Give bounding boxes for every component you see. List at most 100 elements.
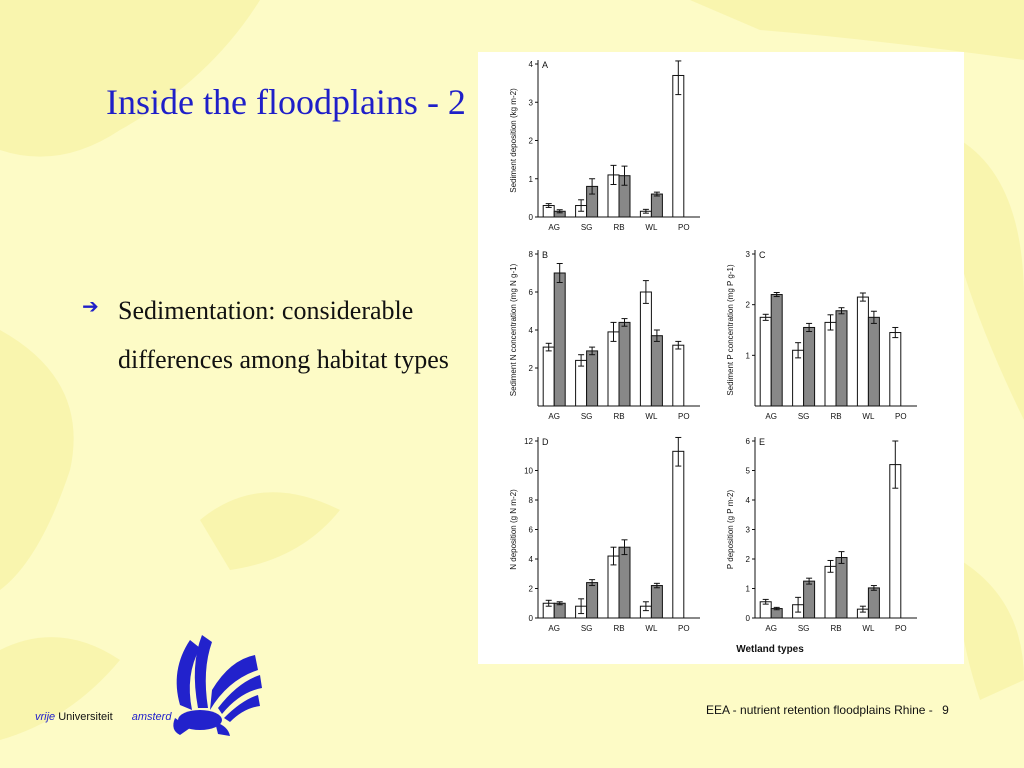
y-tick-label: 6 <box>529 288 534 297</box>
y-tick-label: 2 <box>746 301 751 310</box>
bar <box>586 350 599 407</box>
logo-universiteit: Universiteit <box>58 711 113 723</box>
y-tick-label: 3 <box>746 526 751 535</box>
y-tick-label: 6 <box>529 526 534 535</box>
x-tick-label: RB <box>613 624 624 633</box>
y-tick-label: 0 <box>529 614 534 623</box>
x-tick-label: PO <box>678 624 690 633</box>
x-tick-label: WL <box>645 223 658 232</box>
y-tick-label: 0 <box>746 614 751 623</box>
panel-label: C <box>759 250 766 260</box>
x-tick-label: WL <box>862 624 875 633</box>
x-tick-label: SG <box>581 624 593 633</box>
x-tick-label: SG <box>581 412 593 421</box>
bar <box>770 294 783 407</box>
y-tick-label: 4 <box>529 555 534 564</box>
bar <box>867 587 880 619</box>
bar <box>835 310 848 407</box>
y-tick-label: 2 <box>529 137 534 146</box>
y-axis-label: Sediment deposition (kg m-2) <box>509 88 518 193</box>
panel-label: A <box>542 60 548 70</box>
griffin-logo-icon <box>173 635 262 736</box>
bar <box>803 580 816 619</box>
y-tick-label: 8 <box>529 496 534 505</box>
y-tick-label: 4 <box>529 60 534 69</box>
x-tick-label: SG <box>798 412 810 421</box>
y-tick-label: 1 <box>746 351 751 360</box>
y-tick-label: 2 <box>529 585 534 594</box>
bar <box>575 359 588 407</box>
footer: EEA - nutrient retention floodplains Rhi… <box>706 703 949 717</box>
logo-amsterdam: amsterd <box>131 711 172 723</box>
x-tick-label: PO <box>895 624 907 633</box>
x-tick-label: AG <box>765 412 777 421</box>
bar <box>803 326 816 407</box>
x-tick-label: PO <box>678 223 690 232</box>
x-axis-label: Wetland types <box>736 644 804 655</box>
x-tick-label: RB <box>613 412 624 421</box>
x-tick-label: SG <box>798 624 810 633</box>
y-tick-label: 8 <box>529 250 534 259</box>
university-name: vrije Universiteit amsterd <box>35 711 171 723</box>
logo-vrije: vrije <box>35 711 56 723</box>
x-tick-label: PO <box>678 412 690 421</box>
x-tick-label: WL <box>645 624 658 633</box>
y-tick-label: 0 <box>529 213 534 222</box>
y-tick-label: 1 <box>529 175 534 184</box>
y-axis-label: P deposition (g P m-2) <box>726 490 735 570</box>
bar <box>856 296 869 407</box>
bullet-text: Sedimentation: considerable differences … <box>118 296 449 374</box>
figure-panel: 0 1 2 3 4 A Sediment deposition (kg m-2) AG SG RB… <box>478 52 964 664</box>
x-tick-label: RB <box>830 624 841 633</box>
panel-label: E <box>759 437 765 447</box>
y-tick-label: 4 <box>746 496 751 505</box>
bar <box>835 557 848 619</box>
x-tick-label: AG <box>548 412 560 421</box>
panel-label: D <box>542 437 549 447</box>
x-tick-label: WL <box>645 412 658 421</box>
y-tick-label: 1 <box>746 585 751 594</box>
bar <box>618 546 631 619</box>
y-tick-label: 2 <box>746 555 751 564</box>
bar <box>586 582 599 619</box>
bar <box>607 331 620 407</box>
y-tick-label: 4 <box>529 326 534 335</box>
y-tick-label: 12 <box>524 437 533 446</box>
bar <box>792 349 805 407</box>
x-tick-label: PO <box>895 412 907 421</box>
footer-text: EEA - nutrient retention floodplains Rhi… <box>706 703 933 717</box>
x-tick-label: RB <box>613 223 624 232</box>
y-tick-label: 3 <box>529 98 534 107</box>
x-tick-label: WL <box>862 412 875 421</box>
bar <box>672 74 685 218</box>
bar <box>618 321 631 407</box>
page-number: 9 <box>942 703 949 717</box>
x-tick-label: AG <box>548 223 560 232</box>
y-tick-label: 2 <box>529 364 534 373</box>
bar <box>639 291 652 407</box>
x-tick-label: AG <box>548 624 560 633</box>
bar <box>889 332 902 407</box>
x-tick-label: SG <box>581 223 593 232</box>
x-tick-label: RB <box>830 412 841 421</box>
y-tick-label: 5 <box>746 467 751 476</box>
y-axis-label: N deposition (g N m-2) <box>509 489 518 570</box>
y-axis-label: Sediment N concentration (mg N g-1) <box>509 263 518 396</box>
bar <box>672 450 685 619</box>
bar <box>824 565 837 619</box>
x-tick-label: AG <box>765 624 777 633</box>
right-arrow-icon: ➔ <box>82 296 99 318</box>
bar <box>650 335 663 407</box>
y-axis-label: Sediment P concentration (mg P g-1) <box>726 264 735 396</box>
bar <box>650 193 663 218</box>
bar <box>867 316 880 407</box>
bar <box>553 272 566 407</box>
bar <box>759 316 772 407</box>
bar <box>650 585 663 619</box>
bar <box>672 344 685 407</box>
y-tick-label: 3 <box>746 250 751 259</box>
panel-label: B <box>542 250 548 260</box>
university-logo <box>160 630 265 745</box>
